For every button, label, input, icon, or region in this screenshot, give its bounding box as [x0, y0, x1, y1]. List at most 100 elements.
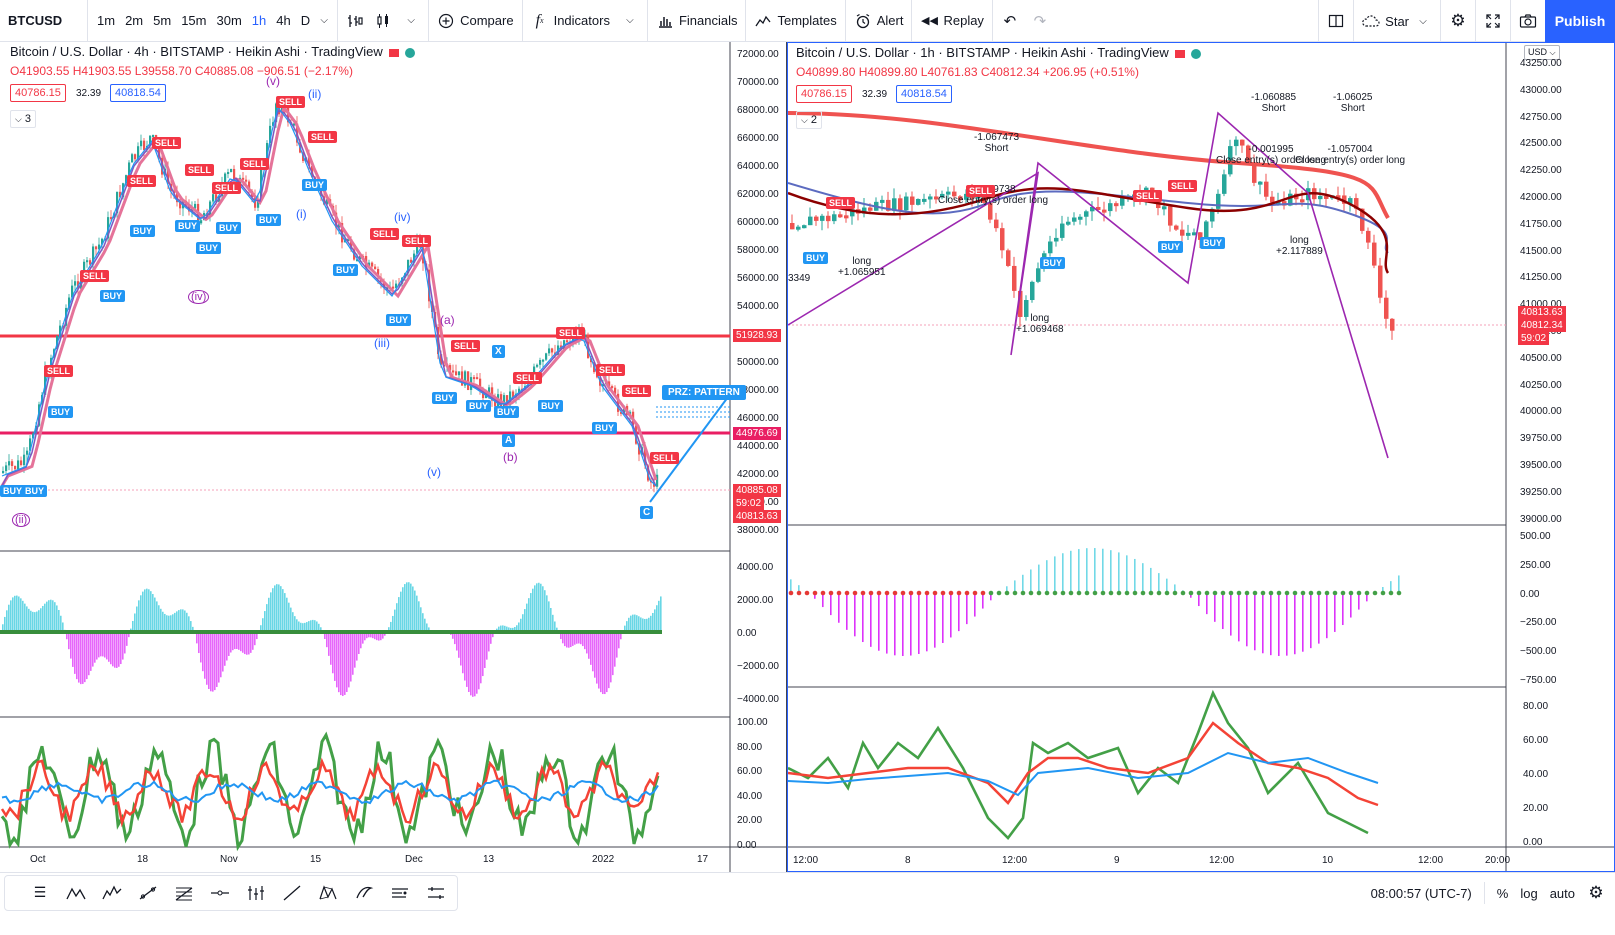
zero-dot — [1292, 590, 1298, 596]
oscillator-bar — [1286, 593, 1288, 656]
left-chart-panel[interactable]: Bitcoin / U.S. Dollar · 4h · BITSTAMP · … — [0, 42, 787, 872]
right-chart-canvas[interactable] — [788, 43, 1614, 871]
chart-type-group: ⌵ — [338, 0, 430, 42]
bar-chart-type-icon[interactable] — [346, 12, 364, 30]
candle — [533, 366, 536, 376]
templates-button[interactable]: Templates — [746, 0, 846, 42]
pattern-tool-icon[interactable] — [65, 883, 87, 903]
oscillator-bar — [368, 632, 370, 638]
menu-icon[interactable]: ☰ — [33, 884, 47, 900]
zero-dot — [796, 590, 802, 596]
text-tool-icon[interactable] — [389, 883, 411, 903]
elliott-wave-icon[interactable] — [101, 883, 123, 903]
candle — [551, 348, 554, 353]
fib-icon[interactable] — [173, 883, 195, 903]
symbol-search[interactable]: BTCUSD — [0, 0, 88, 42]
candle — [850, 209, 855, 217]
oscillator-bar — [462, 632, 464, 674]
timeframe-1h[interactable]: 1h — [251, 13, 267, 28]
measure-icon[interactable] — [425, 883, 447, 903]
zero-dot — [892, 590, 898, 596]
timeframe-2m[interactable]: 2m — [125, 13, 144, 28]
financials-button[interactable]: Financials — [648, 0, 747, 42]
sell-signal: SELL — [966, 185, 996, 197]
zero-dot — [1252, 590, 1258, 596]
currency-label: USD — [1528, 47, 1548, 57]
auto-toggle[interactable]: auto — [1549, 885, 1575, 901]
redo-icon[interactable]: ↷ — [1033, 12, 1047, 30]
layout-button[interactable] — [1318, 0, 1355, 42]
timeframe-D[interactable]: D — [300, 13, 311, 28]
replay-button[interactable]: ◀◀ Replay — [912, 0, 993, 42]
oscillator-bar — [154, 597, 156, 632]
templates-label: Templates — [777, 13, 837, 28]
price-axis-label: 48000.00 — [737, 385, 779, 396]
left-ask-box[interactable]: 40818.54 — [110, 84, 166, 102]
snapshot-button[interactable] — [1511, 0, 1545, 42]
chevron-down-icon[interactable]: ⌵ — [320, 15, 328, 26]
horizontal-line-icon[interactable] — [209, 883, 231, 903]
oscillator-bar — [30, 610, 32, 632]
oscillator-bar — [202, 632, 204, 672]
timeframe-1m[interactable]: 1m — [97, 13, 116, 28]
candle — [248, 181, 251, 191]
candle — [1384, 297, 1389, 319]
position-tool-icon[interactable] — [245, 883, 267, 903]
bottom-right-controls: 08:00:57 (UTC-7) % log auto ⚙ — [1371, 873, 1605, 913]
timeframe-15m[interactable]: 15m — [181, 13, 207, 28]
candle — [820, 215, 825, 221]
trend-line-icon[interactable] — [137, 883, 159, 903]
oscillator-bar — [304, 622, 306, 632]
oscillator-bar — [514, 627, 516, 632]
osc-axis-label: 500.00 — [1520, 531, 1551, 542]
gear-icon[interactable]: ⚙ — [1588, 883, 1604, 902]
alert-button[interactable]: Alert — [846, 0, 913, 42]
oscillator-bar — [108, 632, 110, 662]
log-toggle[interactable]: log — [1520, 885, 1538, 901]
xabcd-icon[interactable] — [317, 883, 339, 903]
currency-button[interactable]: USD ⌵ — [1524, 45, 1560, 60]
timeframe-4h[interactable]: 4h — [276, 13, 291, 28]
oscillator-bar — [516, 625, 518, 632]
oscillator-bar — [280, 586, 282, 632]
right-chart-panel[interactable]: Bitcoin / U.S. Dollar · 1h · BITSTAMP · … — [787, 42, 1615, 872]
right-study-toggle[interactable]: ⌵ 2 — [796, 111, 823, 129]
star-button[interactable]: Star ⌵ — [1354, 0, 1441, 42]
timeframe-30m[interactable]: 30m — [216, 13, 242, 28]
right-chart-legend: Bitcoin / U.S. Dollar · 1h · BITSTAMP · … — [796, 45, 1201, 60]
settings-button[interactable]: ⚙ — [1441, 0, 1476, 42]
percent-toggle[interactable]: % — [1496, 885, 1509, 901]
chevron-down-icon[interactable]: ⌵ — [626, 15, 634, 26]
oscillator-bar — [544, 590, 546, 632]
oscillator-bar — [314, 620, 316, 632]
publish-button[interactable]: Publish — [1545, 0, 1615, 42]
osc-axis-label: 2000.00 — [737, 595, 774, 606]
fullscreen-button[interactable] — [1476, 0, 1511, 42]
candle — [479, 378, 482, 390]
oscillator-bar — [110, 632, 112, 665]
oscillator-bar — [488, 632, 490, 652]
chevron-down-icon[interactable]: ⌵ — [1419, 15, 1427, 27]
oscillator-bar — [8, 604, 10, 632]
right-bid-box[interactable]: 40786.15 — [796, 85, 852, 103]
alarm-clock-icon — [854, 12, 872, 30]
right-ask-box[interactable]: 40818.54 — [896, 85, 952, 103]
candle — [808, 216, 813, 226]
left-study-toggle[interactable]: ⌵ 3 — [10, 110, 37, 128]
brush-icon[interactable] — [353, 883, 375, 903]
left-bid-box[interactable]: 40786.15 — [10, 84, 66, 102]
oscillator-bar — [132, 620, 134, 632]
oscillator-bar — [44, 603, 46, 632]
candle-chart-type-icon[interactable] — [374, 12, 392, 30]
zero-dot — [1356, 590, 1362, 596]
ray-tool-icon[interactable] — [281, 883, 303, 903]
oscillator-bar — [358, 632, 360, 655]
undo-icon[interactable]: ↶ — [1003, 12, 1017, 30]
oscillator-bar — [814, 593, 816, 599]
timeframe-5m[interactable]: 5m — [153, 13, 172, 28]
chevron-down-icon[interactable]: ⌵ — [407, 15, 415, 26]
clock-label[interactable]: 08:00:57 (UTC-7) — [1370, 885, 1472, 901]
candle — [35, 425, 38, 434]
compare-button[interactable]: Compare — [429, 0, 523, 42]
